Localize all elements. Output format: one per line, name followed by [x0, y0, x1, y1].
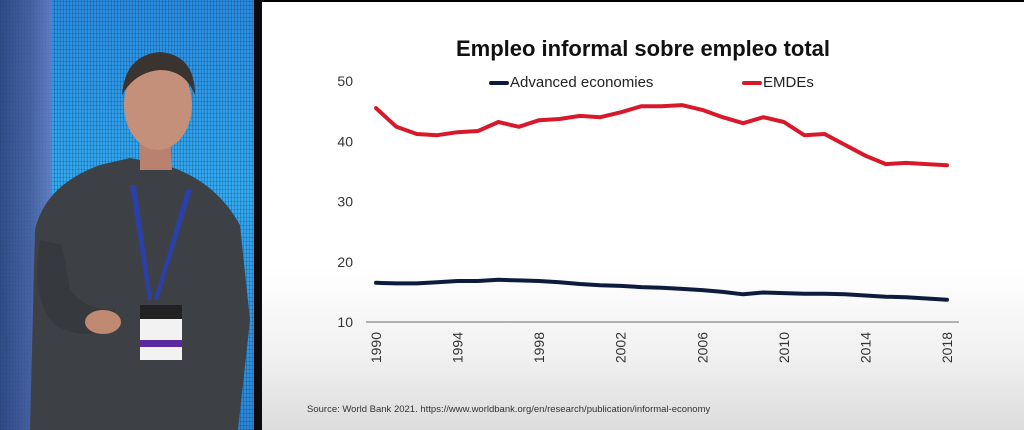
conference-badge: [140, 305, 182, 360]
legend-item-emdes: EMDEs: [742, 74, 814, 91]
slide: Empleo informal sobre empleo total Advan…: [262, 2, 1024, 430]
presenter-figure: [30, 52, 250, 430]
x-tick-label: 1994: [450, 332, 466, 363]
legend-label-emdes: EMDEs: [763, 74, 814, 91]
x-tick-label: 2014: [857, 332, 873, 363]
y-tick-label: 10: [337, 314, 353, 330]
presenter-head: [124, 60, 192, 150]
x-tick-label: 2002: [613, 332, 629, 363]
legend-swatch-advanced: [489, 80, 509, 85]
x-tick-label: 2018: [939, 332, 955, 363]
chart-title: Empleo informal sobre empleo total: [455, 36, 831, 61]
presenter-video: [0, 0, 256, 430]
presenter-arm: [37, 240, 116, 334]
y-tick-label: 40: [337, 133, 353, 149]
y-tick-label: 20: [337, 254, 353, 270]
series-line-emdes: [374, 103, 949, 168]
y-tick-label: 50: [337, 73, 353, 89]
series-line-advanced-economies: [374, 277, 949, 302]
x-tick-label: 1998: [531, 332, 547, 363]
chart-plot: 10 20 30 40 50 1990 1994 1998 2002 2006 2010 2014 2…: [337, 73, 959, 363]
legend-label-advanced: Advanced economies: [510, 74, 654, 91]
presenter-hand: [85, 310, 121, 334]
legend-swatch-emdes: [742, 80, 762, 85]
presenter-hair: [122, 52, 195, 95]
frame-divider: [254, 0, 262, 430]
y-tick-label: 30: [337, 194, 353, 210]
x-tick-label: 2010: [776, 332, 792, 363]
source-note: Source: World Bank 2021. https://www.wor…: [307, 404, 711, 415]
legend-item-advanced: Advanced economies: [489, 74, 653, 91]
presenter-shirt: [30, 158, 250, 430]
x-tick-label: 1990: [368, 332, 384, 363]
x-tick-label: 2006: [694, 332, 710, 363]
